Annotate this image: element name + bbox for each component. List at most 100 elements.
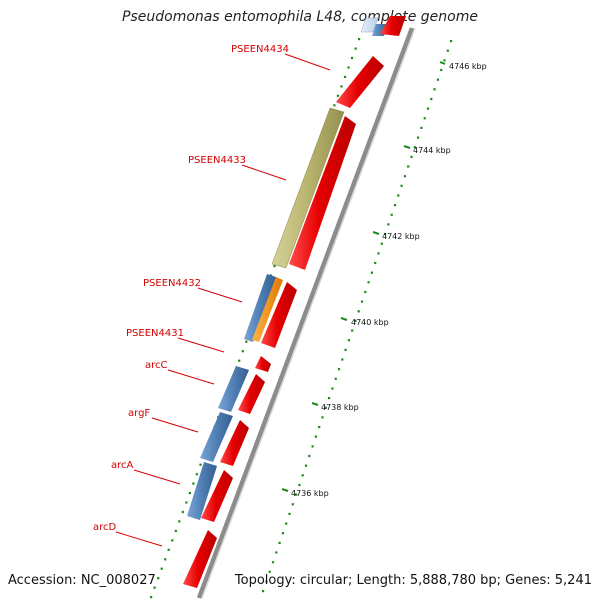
track-dot (341, 358, 344, 361)
track-dot (164, 558, 167, 561)
track-dot (354, 319, 357, 322)
tick-label-4742: 4742 kbp (382, 232, 420, 241)
track-dot (275, 551, 278, 554)
track-dot (278, 541, 281, 544)
track-dot (357, 310, 360, 313)
forward-gene-top[interactable] (380, 16, 406, 36)
track-dot (377, 252, 380, 255)
track-dot (358, 38, 361, 41)
track-dot (188, 492, 191, 495)
track-dot (443, 59, 446, 62)
track-dot (440, 68, 443, 72)
track-dot (314, 435, 317, 438)
tick-label-4744: 4744 kbp (413, 146, 451, 155)
track-dot (273, 265, 276, 268)
track-dot (160, 567, 163, 570)
reverse-gene-blue-arcc[interactable] (218, 366, 249, 412)
track-dot (291, 503, 294, 506)
track-dot (298, 483, 301, 487)
forward-gene-argf[interactable] (220, 420, 249, 466)
track-dot (351, 329, 354, 332)
reverse-gene-blue-argf[interactable] (200, 412, 233, 462)
forward-gene-pseen4432[interactable] (261, 282, 297, 348)
kbp-tick-marks (281, 61, 446, 492)
track-dot (354, 47, 357, 50)
leader-lines (115, 53, 331, 547)
reverse-gene-blue-pseen4432[interactable] (244, 274, 276, 342)
track-dot (337, 368, 341, 371)
label-pseen4431: PSEEN4431 (126, 328, 184, 339)
label-pseen4433: PSEEN4433 (188, 155, 246, 166)
tick-label-4746: 4746 kbp (449, 62, 487, 71)
reverse-gene-blue-arca[interactable] (187, 462, 217, 520)
track-dot (268, 570, 271, 573)
track-dot (390, 213, 393, 216)
track-dot (347, 339, 350, 342)
track-dot (333, 104, 336, 107)
track-dot (331, 387, 334, 390)
track-dot (181, 510, 184, 514)
track-dot (192, 482, 195, 485)
track-dot (393, 204, 397, 207)
genome-backbone (196, 27, 415, 599)
forward-gene-pseen4434[interactable] (336, 56, 384, 108)
forward-gene-pseen4431[interactable] (255, 356, 271, 372)
track-dot (374, 261, 377, 265)
track-dot (167, 548, 170, 551)
track-dot (430, 97, 433, 101)
track-dot (308, 454, 311, 458)
track-dot (450, 40, 453, 43)
track-dot (417, 136, 420, 139)
track-dot (295, 493, 298, 496)
track-dot (403, 175, 406, 178)
track-dot (318, 426, 321, 429)
track-dot (199, 463, 202, 466)
track-dot (370, 271, 373, 274)
track-dot (328, 397, 331, 400)
track-dot (285, 522, 288, 525)
label-arca: arcA (111, 460, 134, 471)
reverse-gene-olive[interactable] (271, 107, 345, 269)
track-dot (324, 406, 327, 409)
label-arcc: arcC (145, 360, 168, 371)
track-dot (364, 290, 367, 294)
track-dot (436, 78, 439, 81)
track-dot (423, 117, 426, 120)
reverse-gene-top[interactable] (360, 17, 379, 33)
forward-gene-pseen4433[interactable] (289, 116, 356, 270)
track-dot (350, 56, 354, 60)
track-dot (384, 233, 387, 236)
forward-gene-arcc[interactable] (238, 374, 265, 414)
track-dot (340, 85, 343, 88)
track-dot (343, 75, 347, 78)
track-dot (281, 532, 284, 535)
tick-label-4736: 4736 kbp (291, 489, 329, 498)
track-dot (304, 464, 308, 467)
forward-gene-arcd[interactable] (183, 530, 217, 588)
track-dot (321, 416, 324, 419)
label-pseen4432: PSEEN4432 (143, 278, 201, 289)
reverse-gene-orange-pseen4432[interactable] (252, 277, 283, 342)
track-dot (344, 348, 347, 351)
track-dot (288, 512, 291, 515)
track-dot (153, 586, 156, 589)
track-dot (271, 561, 275, 564)
track-dot (380, 242, 383, 245)
track-dot (336, 94, 339, 97)
track-dot (301, 474, 304, 477)
forward-gene-arca[interactable] (201, 470, 233, 522)
track-dot (245, 340, 248, 343)
track-dot (195, 473, 198, 476)
tick-label-4740: 4740 kbp (351, 318, 389, 327)
track-dot (157, 577, 160, 580)
track-dot (178, 520, 181, 523)
track-dot (347, 66, 350, 69)
track-dot (174, 529, 177, 532)
track-dot (420, 126, 423, 129)
track-dot (171, 539, 174, 542)
track-dot (426, 107, 430, 110)
track-dot (446, 49, 449, 52)
track-dot (367, 281, 370, 284)
track-dot (433, 88, 436, 91)
